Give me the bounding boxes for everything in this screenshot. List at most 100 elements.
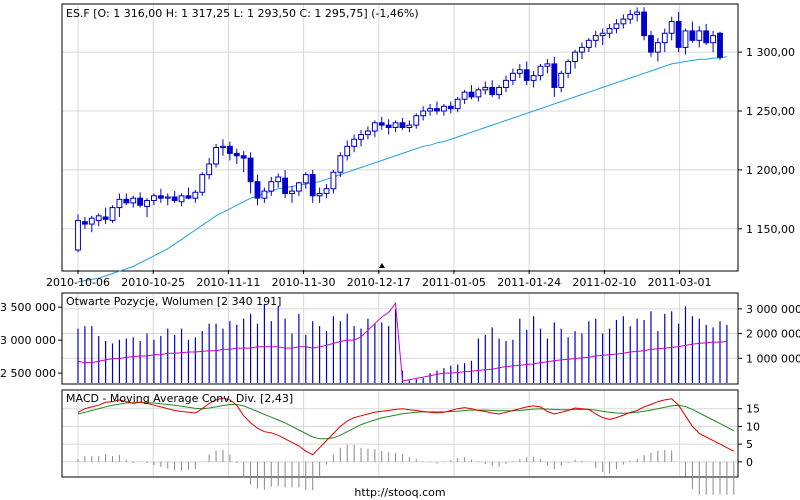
candle (116, 193, 123, 217)
candle (233, 148, 240, 164)
candle (365, 126, 371, 140)
candle (648, 30, 654, 57)
candle (558, 70, 565, 93)
macd-series-layer (77, 397, 735, 495)
candle (717, 31, 723, 60)
candle (406, 120, 413, 133)
volume-y-tick-label: 1 000 000 (746, 352, 800, 365)
candle (606, 23, 613, 38)
candle (585, 37, 592, 53)
candle (523, 61, 530, 86)
x-tick-label: 2010-11-30 (272, 276, 336, 289)
candle (220, 139, 226, 156)
candle (675, 12, 682, 53)
candle (337, 152, 344, 177)
candle (330, 169, 337, 194)
candle (157, 188, 164, 203)
candle (682, 28, 689, 55)
candle (385, 119, 392, 135)
candle (130, 195, 137, 208)
x-tick-label: 2010-10-06 (46, 276, 110, 289)
price-series-layer (75, 7, 727, 283)
macd-y-tick-label: 15 (746, 403, 760, 416)
x-tick-label: 2011-01-24 (497, 276, 561, 289)
oi-y-tick-label: 3 500 000 (0, 301, 56, 314)
candle (358, 129, 364, 147)
macd-y-tick-label: 10 (746, 420, 760, 433)
open-interest-line (77, 301, 727, 382)
candle (254, 174, 261, 206)
moving-average-line (77, 56, 727, 283)
candle (661, 28, 668, 53)
candle (213, 143, 219, 168)
candle (378, 116, 385, 130)
candle (206, 158, 213, 180)
candle (399, 118, 406, 130)
candle (371, 120, 378, 137)
price-panel-title: ES.F [O: 1 316,00 H: 1 317,25 L: 1 293,5… (66, 7, 419, 20)
candle (171, 191, 178, 203)
price-y-tick-label: 1 150,00 (746, 223, 795, 236)
candle (226, 141, 233, 161)
macd-line (77, 397, 735, 456)
oi-y-tick-label: 2 500 000 (0, 367, 56, 380)
candle (323, 184, 330, 199)
candle (496, 85, 503, 100)
volume-series-layer (77, 301, 728, 383)
candle (185, 187, 192, 200)
candle (703, 23, 710, 46)
x-tick-label: 2010-10-25 (121, 276, 185, 289)
candle (295, 181, 302, 196)
price-y-tick-label: 1 300,00 (746, 46, 795, 59)
candle (530, 70, 537, 88)
candle (572, 49, 578, 69)
candle (544, 59, 551, 74)
candle (551, 56, 558, 97)
price-panel-frame (61, 3, 739, 272)
candle (247, 152, 254, 194)
oi-y-tick-label: 3 000 000 (0, 334, 56, 347)
candle (137, 192, 144, 208)
candle (613, 19, 620, 34)
candle (88, 215, 95, 233)
candle (164, 193, 171, 206)
candle (102, 207, 109, 225)
candle (516, 63, 523, 79)
candle (434, 101, 440, 115)
candle (289, 186, 295, 203)
volume-panel-title: Otwarte Pozycje, Wolumen [2 340 191] (66, 295, 281, 308)
grid-lines (63, 5, 737, 476)
candle (420, 106, 427, 121)
candle (413, 113, 420, 129)
candle (123, 193, 130, 206)
candle (689, 21, 696, 43)
candle (268, 176, 275, 196)
volume-y-tick-label: 2 000 000 (746, 328, 800, 341)
candle (192, 189, 199, 203)
candle (710, 30, 717, 53)
candle (696, 26, 703, 48)
candle (634, 7, 641, 22)
candle (620, 14, 627, 29)
candle (482, 81, 489, 95)
candle (178, 193, 185, 207)
candle (447, 101, 454, 114)
candle (503, 75, 509, 93)
candle (316, 187, 323, 203)
candle (144, 198, 150, 217)
candle (351, 134, 358, 153)
axis-labels-layer: 2010-10-06 2010-10-25 2010-11-11 2010-11-30… (0, 46, 800, 469)
signal-line (77, 401, 735, 440)
footer-url[interactable]: http://stooq.com (354, 486, 445, 499)
x-tick-label: 2010-11-11 (196, 276, 260, 289)
candle (509, 68, 516, 86)
candle (392, 120, 399, 133)
macd-panel-title: MACD - Moving Average Conv. Div. [2,43] (66, 392, 293, 405)
candle (81, 217, 88, 229)
candle (75, 214, 81, 253)
candle (302, 172, 309, 189)
candle (282, 169, 289, 199)
candle (668, 16, 675, 41)
candle (275, 173, 282, 188)
candle (468, 85, 475, 100)
